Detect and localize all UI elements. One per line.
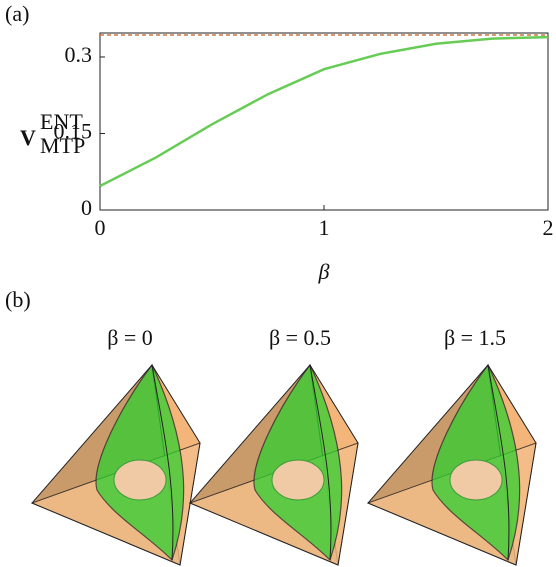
line-series bbox=[100, 37, 548, 186]
y-tick-label: 0.3 bbox=[65, 42, 93, 67]
figure: (a) (b) V ENT MTP β 01200.150.3 β = 0 β … bbox=[0, 0, 556, 567]
panel-label: (a) bbox=[5, 1, 29, 26]
y-tick-label: 0.15 bbox=[54, 119, 93, 144]
render-title: β = 0 bbox=[107, 325, 153, 350]
y-label: V bbox=[20, 125, 36, 150]
render-title: β = 1.5 bbox=[444, 325, 506, 350]
plot-frame bbox=[100, 33, 548, 210]
render: β = 1.5 bbox=[368, 325, 536, 565]
x-tick-label: 2 bbox=[543, 215, 554, 240]
x-label: β bbox=[318, 259, 330, 284]
panel-label: (b) bbox=[5, 287, 31, 312]
render: β = 0 bbox=[32, 325, 200, 565]
x-tick-label: 0 bbox=[95, 215, 106, 240]
render: β = 0.5 bbox=[190, 325, 358, 565]
y-tick-label: 0 bbox=[81, 195, 92, 220]
x-tick-label: 1 bbox=[319, 215, 330, 240]
render-title: β = 0.5 bbox=[269, 325, 331, 350]
